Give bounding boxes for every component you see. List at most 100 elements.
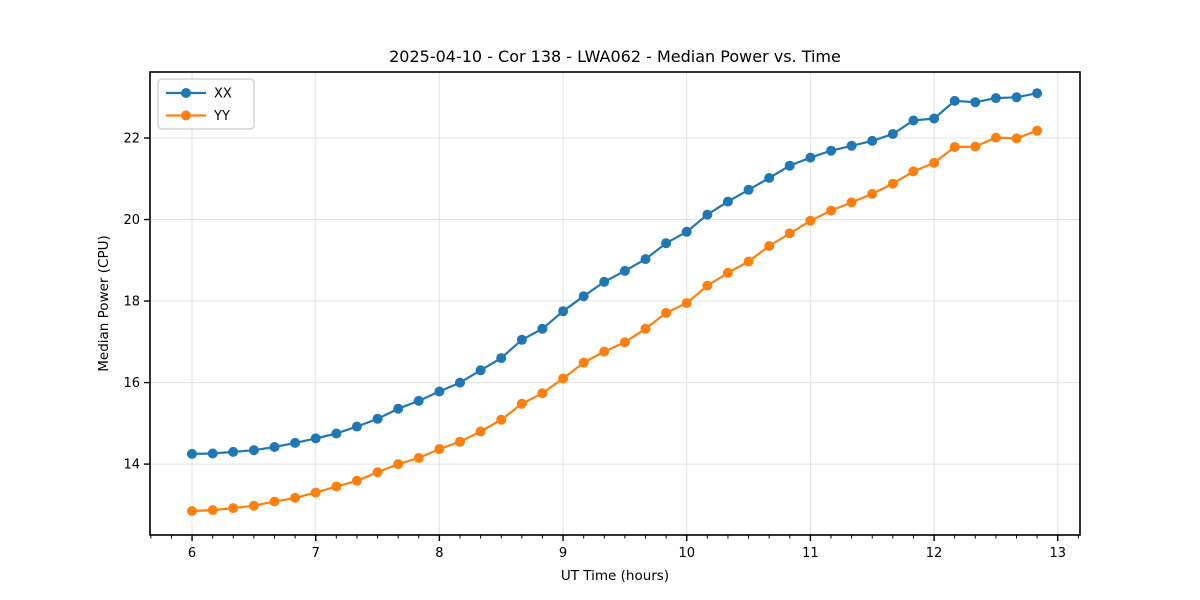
series-yy-marker (372, 467, 383, 478)
series-yy-marker (784, 228, 795, 239)
series-xx-marker (310, 433, 321, 444)
series-yy-marker (702, 280, 713, 291)
series-yy-marker (496, 414, 507, 425)
series-xx-marker (743, 184, 754, 195)
series-yy-marker (805, 215, 816, 226)
series-xx-marker (949, 95, 960, 106)
series-xx-marker (929, 113, 940, 124)
series-yy-marker (1032, 125, 1043, 136)
series-xx-marker (826, 145, 837, 156)
series-yy-marker (351, 475, 362, 486)
chart-title: 2025-04-10 - Cor 138 - LWA062 - Median P… (389, 47, 841, 66)
legend-item-label: XX (214, 87, 232, 102)
series-yy-marker (970, 141, 981, 152)
series-xx-marker (455, 377, 465, 388)
series-yy-marker (640, 323, 651, 334)
series-xx-marker (990, 93, 1001, 104)
series-yy-marker (207, 505, 218, 516)
series-xx-marker (331, 428, 342, 439)
series-yy-marker (826, 205, 837, 216)
series-xx-marker (681, 226, 692, 237)
series-xx-marker (351, 421, 362, 432)
series-yy-marker (558, 373, 569, 384)
x-tick-label: 9 (559, 546, 567, 561)
y-tick-label: 14 (123, 458, 140, 473)
series-xx-marker (640, 254, 651, 265)
series-xx-marker (578, 291, 589, 302)
series-xx-marker (269, 442, 280, 452)
y-tick-label: 22 (123, 132, 140, 147)
series-yy-marker (331, 481, 342, 492)
series-xx-marker (228, 446, 239, 457)
series-yy-marker (1011, 133, 1022, 144)
x-tick-label: 7 (312, 546, 320, 561)
series-xx-marker (764, 173, 775, 183)
series-yy-marker (290, 492, 301, 503)
series-yy-marker (187, 506, 197, 516)
series-yy-line (190, 129, 1039, 513)
series-xx-marker (1032, 88, 1043, 99)
series-yy-marker (475, 426, 486, 437)
series-xx-marker (1011, 92, 1022, 103)
series-xx-marker (475, 365, 486, 376)
series-xx-marker (805, 152, 816, 163)
series-xx-marker (187, 448, 197, 459)
series-yy-marker (743, 256, 754, 267)
series-yy-marker (619, 337, 630, 348)
series-yy-marker (990, 132, 1001, 143)
series-yy-marker (393, 459, 404, 470)
series-yy-marker (413, 453, 424, 463)
series-yy-marker (846, 197, 857, 208)
y-axis-label: Median Power (CPU) (96, 235, 112, 371)
series-yy-marker (867, 188, 878, 199)
y-tick-label: 20 (123, 213, 140, 228)
series-yy-marker (578, 357, 589, 368)
series-yy-marker (269, 496, 280, 507)
series-yy-marker (537, 388, 548, 399)
series-yy-marker (949, 142, 960, 152)
x-axis-label: UT Time (hours) (561, 568, 669, 584)
axis-ticks: 6 7 8 9 10 11 12 13 14 16 18 20 22 (123, 132, 1079, 561)
series-yy-marker (434, 444, 445, 454)
legend-marker-sample (181, 110, 191, 121)
series-xx-marker (537, 323, 548, 334)
series-yy-marker (248, 500, 259, 511)
series-xx-marker (867, 135, 878, 146)
legend-item-label: YY (213, 109, 230, 124)
series-xx-marker (784, 160, 795, 171)
series-xx-marker (372, 413, 383, 424)
x-tick-label: 10 (678, 546, 695, 561)
series-xx-marker (558, 306, 569, 317)
y-tick-label: 16 (123, 376, 140, 391)
series-yy-marker (681, 298, 692, 309)
x-tick-label: 13 (1049, 546, 1066, 561)
series-xx-marker (599, 276, 610, 287)
series-yy-marker (661, 307, 672, 318)
series-yy-marker (908, 166, 919, 177)
series-xx-marker (434, 386, 445, 397)
series-xx-marker (393, 403, 404, 414)
axes-border (149, 71, 1081, 536)
series-xx-marker (516, 334, 527, 345)
series-xx-marker (970, 97, 981, 108)
series-xx-marker (887, 129, 898, 139)
legend-box (157, 78, 255, 130)
series-yy-marker (516, 398, 527, 409)
series-yy-marker (310, 487, 321, 498)
series-xx-marker (290, 437, 301, 448)
legend-marker-sample (181, 88, 191, 98)
series-yy-marker (228, 503, 239, 514)
series-yy-marker (929, 157, 940, 168)
series-xx-marker (846, 140, 857, 151)
data-series (187, 88, 1043, 516)
series-xx-marker (248, 445, 259, 456)
series-xx-marker (496, 353, 507, 364)
x-tick-label: 8 (435, 546, 443, 561)
x-tick-label: 6 (188, 546, 196, 561)
series-xx-marker (722, 196, 733, 207)
series-xx-marker (661, 238, 672, 249)
y-tick-label: 18 (123, 295, 140, 310)
series-yy-marker (764, 241, 775, 251)
